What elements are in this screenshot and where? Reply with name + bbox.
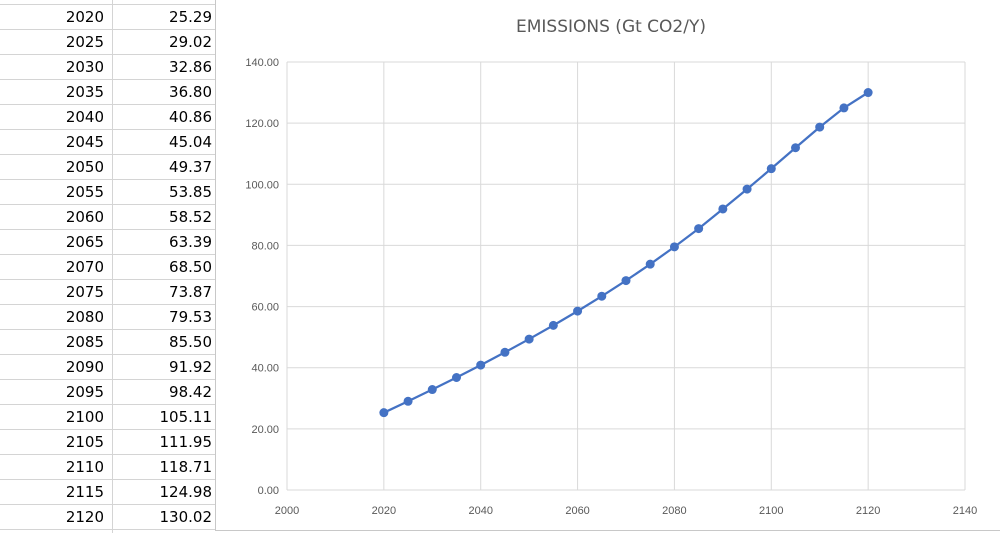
year-cell[interactable]: 2040 [65,108,104,126]
data-point[interactable] [766,164,776,174]
emission-value-cell[interactable]: 91.92 [169,358,212,376]
emission-value-cell[interactable]: 63.39 [169,233,212,251]
data-point[interactable] [645,259,655,269]
y-tick-label: 40.00 [251,363,279,375]
chart-title: EMISSIONS (Gt CO2/Y) [516,17,706,37]
year-cell[interactable]: 2110 [65,458,104,476]
year-cell[interactable]: 2025 [65,33,104,51]
emission-value-cell[interactable]: 68.50 [169,258,212,276]
data-point[interactable] [621,276,631,286]
year-cell[interactable]: 2060 [65,208,104,226]
year-cell[interactable]: 2085 [65,333,104,351]
y-tick-label: 60.00 [251,302,279,314]
year-cell[interactable]: 2105 [65,433,104,451]
data-point[interactable] [500,347,510,357]
emission-value-cell[interactable]: 40.86 [169,108,212,126]
year-cell[interactable]: 2045 [65,133,104,151]
emission-value-cell[interactable]: 36.80 [169,83,212,101]
emission-value-cell[interactable]: 49.37 [169,158,212,176]
x-tick-label: 2140 [953,505,977,517]
gridlines [286,61,966,491]
emission-value-cell[interactable]: 124.98 [159,483,213,501]
emission-value-cell[interactable]: 32.86 [169,58,212,76]
x-tick-label: 2000 [275,505,299,517]
data-point[interactable] [815,122,825,132]
data-point[interactable] [524,334,534,344]
data-point[interactable] [669,242,679,252]
emission-value-cell[interactable]: 79.53 [169,308,212,326]
data-point[interactable] [548,320,558,330]
data-point[interactable] [694,224,704,234]
year-cell[interactable]: 2120 [65,508,104,526]
emission-value-cell[interactable]: 73.87 [169,283,212,301]
year-cell[interactable]: 2020 [65,8,104,26]
y-tick-label: 0.00 [258,485,279,497]
data-point[interactable] [427,385,437,395]
emission-value-cell[interactable]: 98.42 [169,383,212,401]
x-tick-label: 2080 [662,505,686,517]
emission-value-cell[interactable]: 105.11 [159,408,213,426]
emission-value-cell[interactable]: 58.52 [169,208,212,226]
chart-canvas: EMISSIONS (Gt CO2/Y) 0.00 20.00 40.00 60.00… [245,17,977,517]
data-point[interactable] [403,396,413,406]
year-cell[interactable]: 2090 [65,358,104,376]
year-cell[interactable]: 2035 [65,83,104,101]
year-cell[interactable]: 2100 [65,408,104,426]
year-cell[interactable]: 2030 [65,58,104,76]
data-point[interactable] [863,88,873,98]
emissions-chart[interactable]: EMISSIONS (Gt CO2/Y) 0.00 20.00 40.00 60.00… [215,0,1000,531]
series-line [383,91,869,414]
column-divider [112,0,113,533]
emission-value-cell[interactable]: 85.50 [169,333,212,351]
year-cell[interactable]: 2050 [65,158,104,176]
year-cell[interactable]: 2095 [65,383,104,401]
data-point[interactable] [791,143,800,153]
y-tick-label: 120.00 [245,118,279,130]
y-tick-label: 140.00 [245,57,279,69]
data-point[interactable] [452,372,461,382]
y-axis-labels: 0.00 20.00 40.00 60.00 80.00 100.00 120.00 140.… [245,57,279,497]
series-emissions [379,88,873,418]
data-point[interactable] [597,291,607,301]
data-point[interactable] [839,103,849,113]
x-tick-label: 2060 [565,505,589,517]
data-point[interactable] [573,306,583,316]
emission-value-cell[interactable]: 111.95 [159,433,213,451]
year-cell[interactable]: 2080 [65,308,104,326]
x-tick-label: 2100 [759,505,783,517]
year-cell[interactable]: 2065 [65,233,104,251]
x-axis-labels: 2000 2020 2040 2060 2080 2100 2120 2140 [275,505,977,517]
x-tick-label: 2020 [372,505,396,517]
year-cell[interactable]: 2075 [65,283,104,301]
emission-value-cell[interactable]: 45.04 [169,133,212,151]
year-cell[interactable]: 2055 [65,183,104,201]
data-point[interactable] [379,408,389,418]
y-tick-label: 80.00 [251,240,279,252]
emission-value-cell[interactable]: 118.71 [159,458,213,476]
emission-value-cell[interactable]: 25.29 [169,8,212,26]
year-cell[interactable]: 2070 [65,258,104,276]
emission-value-cell[interactable]: 53.85 [169,183,212,201]
x-tick-label: 2040 [468,505,492,517]
data-point[interactable] [718,204,728,214]
data-point[interactable] [476,360,486,370]
emission-value-cell[interactable]: 29.02 [169,33,212,51]
emission-value-cell[interactable]: 130.02 [159,508,213,526]
year-cell[interactable]: 2115 [65,483,104,501]
x-tick-label: 2120 [856,505,880,517]
y-tick-label: 100.00 [245,179,279,191]
data-point[interactable] [742,184,752,194]
y-tick-label: 20.00 [251,424,279,436]
